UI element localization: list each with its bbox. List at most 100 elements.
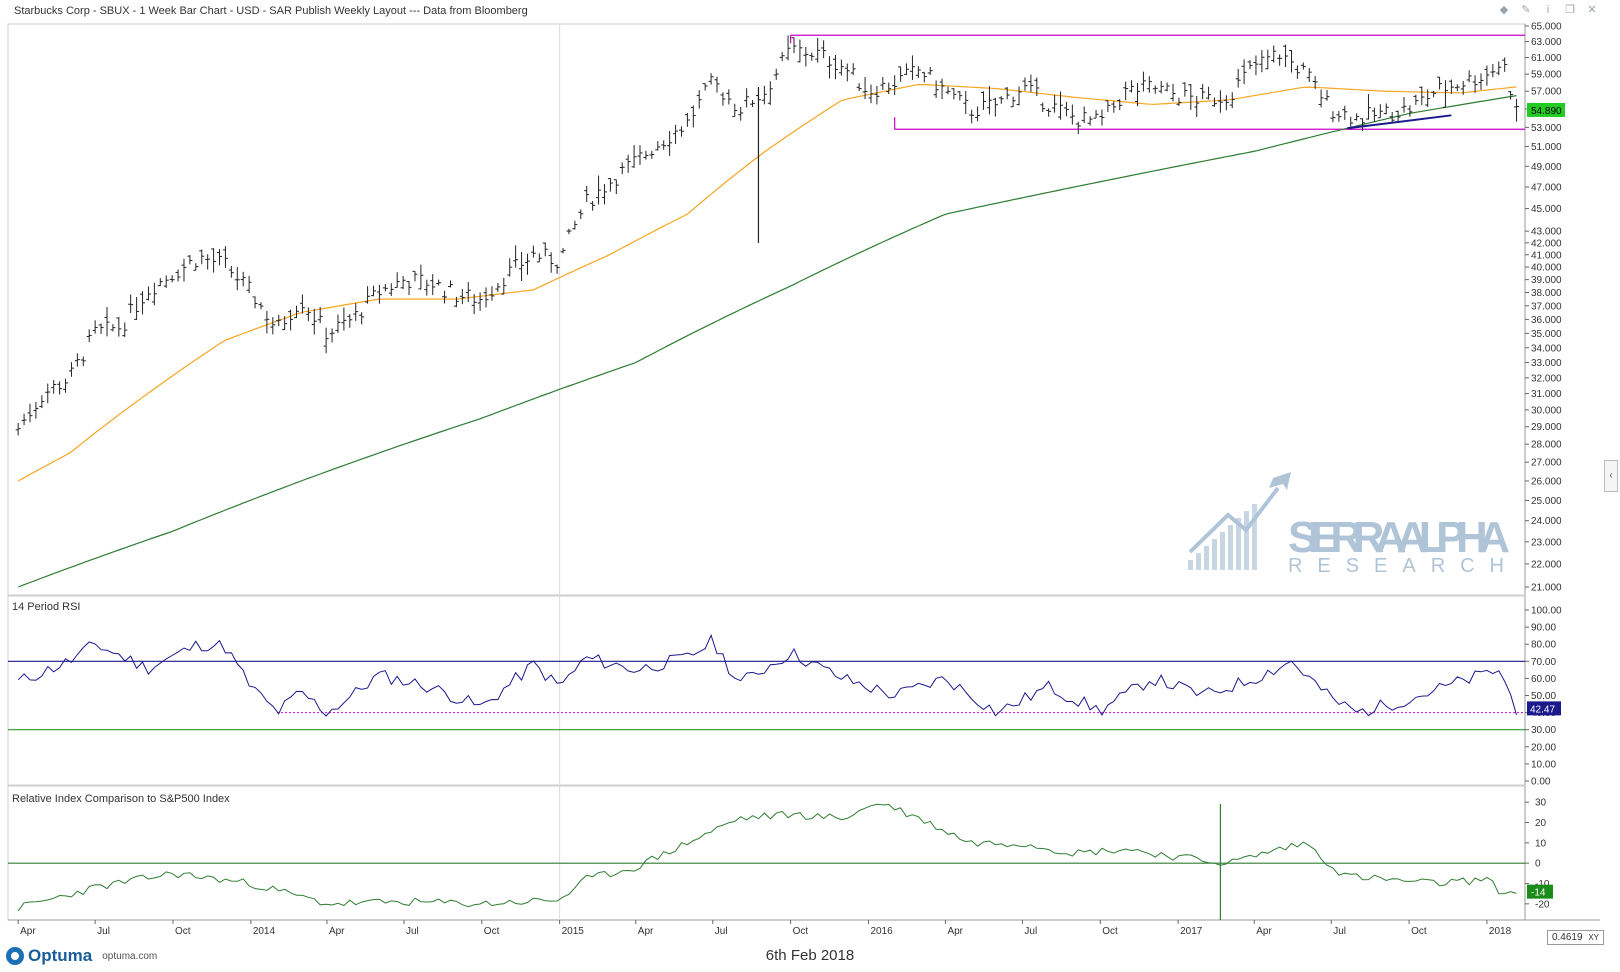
- price-bar: [957, 91, 963, 101]
- price-bar: [767, 81, 773, 105]
- price-bar: [880, 76, 886, 90]
- price-tick-label: 31.000: [1531, 389, 1562, 400]
- price-bar: [773, 68, 779, 80]
- price-tick-label: 30.000: [1531, 405, 1562, 416]
- price-bar: [809, 52, 815, 61]
- info-icon[interactable]: i: [1546, 4, 1550, 16]
- price-bar: [299, 294, 305, 314]
- price-tick-label: 37.000: [1531, 301, 1562, 312]
- price-bar: [874, 85, 880, 105]
- price-bar: [1306, 67, 1312, 82]
- price-bar: [637, 145, 643, 165]
- price-tick-label: 33.000: [1531, 358, 1562, 369]
- watermark-line1: SIERRA ALPHA: [1288, 513, 1510, 562]
- price-bar: [1472, 75, 1478, 93]
- price-bar: [294, 305, 300, 319]
- price-bar: [1028, 74, 1034, 92]
- price-bar: [613, 179, 619, 195]
- price-bar: [904, 63, 910, 76]
- price-bar: [140, 291, 146, 315]
- price-bar: [240, 271, 246, 287]
- price-bar: [684, 112, 690, 127]
- price-bar: [501, 277, 507, 295]
- price-bar: [234, 267, 240, 291]
- price-bar: [288, 309, 294, 331]
- price-bar: [80, 356, 86, 367]
- price-bar: [1229, 92, 1235, 109]
- price-bar: [708, 73, 714, 85]
- x-tick-label: Apr: [1256, 926, 1272, 937]
- price-bar: [1454, 84, 1460, 92]
- price-bar: [803, 46, 809, 67]
- price-bar: [530, 245, 536, 258]
- price-bar: [1223, 95, 1229, 111]
- last-price-badge: [1527, 102, 1565, 117]
- price-bar: [45, 383, 51, 404]
- rsi-last-label: 42.47: [1530, 704, 1555, 715]
- price-tick-label: 26.000: [1531, 476, 1562, 487]
- price-bar: [1354, 113, 1360, 121]
- price-bar: [933, 80, 939, 98]
- price-bar: [1081, 106, 1087, 124]
- price-bar: [15, 422, 21, 436]
- diamond-icon[interactable]: ◆: [1499, 4, 1509, 16]
- x-tick-label: 2014: [253, 926, 276, 937]
- price-bar: [554, 264, 560, 274]
- price-bar: [1117, 99, 1123, 111]
- price-bar: [1211, 97, 1217, 107]
- price-bar: [400, 275, 406, 290]
- watermark-bar: [1244, 511, 1249, 570]
- close-icon[interactable]: ✕: [1587, 4, 1597, 16]
- price-bar: [276, 314, 282, 327]
- price-bar: [353, 303, 359, 321]
- price-bar: [1259, 50, 1265, 73]
- price-bar: [1300, 62, 1306, 70]
- price-tick-label: 41.000: [1531, 250, 1562, 261]
- price-bar: [33, 401, 39, 419]
- price-bar: [1271, 45, 1277, 63]
- price-bar: [673, 124, 679, 145]
- price-bar: [311, 308, 317, 335]
- price-bar: [909, 55, 915, 81]
- price-bar: [536, 253, 542, 263]
- last-price-label: 54.890: [1531, 106, 1562, 117]
- price-bar: [187, 255, 193, 265]
- collapse-panel-handle[interactable]: ‹: [1604, 460, 1618, 492]
- price-bar: [1514, 98, 1520, 122]
- price-bar: [1158, 80, 1164, 94]
- rel-tick-label: 0: [1535, 859, 1541, 870]
- price-bar: [1460, 80, 1466, 95]
- price-tick-label: 29.000: [1531, 422, 1562, 433]
- x-tick-label: Oct: [484, 926, 500, 937]
- window-toolbar: ◆ ✎ i ❐ ✕: [1498, 4, 1598, 16]
- price-bar: [1419, 86, 1425, 106]
- price-bar: [838, 59, 844, 76]
- restore-icon[interactable]: ❐: [1565, 4, 1575, 16]
- price-bar: [1502, 57, 1508, 72]
- price-bar: [1182, 82, 1188, 97]
- price-bar: [868, 84, 874, 104]
- price-tick-label: 53.000: [1531, 123, 1562, 134]
- price-bar: [513, 245, 519, 268]
- price-bar: [524, 253, 530, 275]
- price-bar: [436, 279, 442, 286]
- pin-icon[interactable]: ✎: [1521, 4, 1531, 16]
- price-bar: [821, 40, 827, 59]
- price-bar: [1336, 110, 1342, 122]
- price-bar: [1383, 103, 1389, 115]
- price-bar: [832, 54, 838, 80]
- price-tick-label: 23.000: [1531, 537, 1562, 548]
- price-tick-label: 21.000: [1531, 583, 1562, 594]
- price-bar: [998, 96, 1004, 104]
- rsi-tick-label: 10.00: [1531, 759, 1556, 770]
- relative-line: [17, 803, 1517, 912]
- price-bar: [424, 279, 430, 296]
- price-bar: [1046, 108, 1052, 117]
- optuma-logo-icon: [6, 947, 24, 965]
- price-bar: [68, 362, 74, 377]
- rsi-line: [17, 633, 1517, 717]
- rsi-tick-label: 80.00: [1531, 640, 1556, 651]
- price-bar: [619, 162, 625, 175]
- price-bar: [442, 290, 448, 304]
- x-tick-label: 2017: [1180, 926, 1203, 937]
